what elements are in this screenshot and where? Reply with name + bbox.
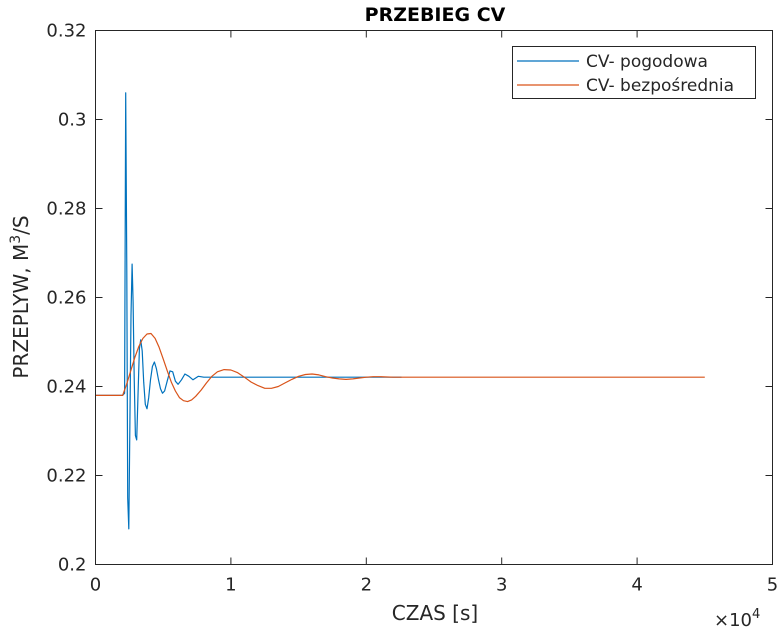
series-line-0 (95, 92, 402, 530)
legend-box (512, 46, 756, 99)
series-line-1 (95, 332, 705, 403)
y-axis-label: PRZEPLYW, M3/S (8, 215, 33, 378)
svg-text:×104: ×104 (714, 607, 760, 630)
x-tick-label: 1 (225, 575, 236, 596)
y-label-superscript: 3 (8, 235, 24, 244)
y-tick-label: 0.2 (58, 555, 87, 576)
y-tick-label: 0.28 (46, 199, 86, 220)
x-tick-label: 5 (767, 575, 778, 596)
chart-title: PRZEBIEG CV (365, 4, 506, 26)
legend: CV- pogodowa CV- bezpośrednia (512, 46, 756, 99)
y-axis-ticks: 0.2 0.22 0.24 0.26 0.28 0.3 0.32 (46, 21, 773, 576)
x-axis-exponent: ×104 (714, 607, 760, 630)
x-exponent-base: ×10 (714, 610, 752, 630)
series-layer (95, 92, 705, 530)
y-label-main: PRZEPLYW, M (9, 244, 33, 379)
legend-label-pogodowa: CV- pogodowa (586, 52, 708, 72)
x-axis-label: CZAS [s] (392, 601, 478, 625)
x-axis-ticks: 0 1 2 3 4 5 (90, 30, 778, 596)
y-label-tail: /S (9, 215, 33, 234)
x-tick-label: 2 (361, 575, 372, 596)
x-tick-label: 4 (631, 575, 642, 596)
x-tick-label: 0 (90, 575, 101, 596)
y-tick-label: 0.24 (46, 377, 86, 398)
x-exponent-power: 4 (752, 607, 760, 622)
legend-label-bezposrednia: CV- bezpośrednia (586, 76, 734, 96)
y-tick-label: 0.22 (46, 466, 86, 487)
y-tick-label: 0.32 (46, 21, 86, 42)
y-tick-label: 0.26 (46, 288, 86, 309)
y-tick-label: 0.3 (58, 110, 87, 131)
x-tick-label: 3 (496, 575, 507, 596)
axes-box (95, 30, 773, 565)
